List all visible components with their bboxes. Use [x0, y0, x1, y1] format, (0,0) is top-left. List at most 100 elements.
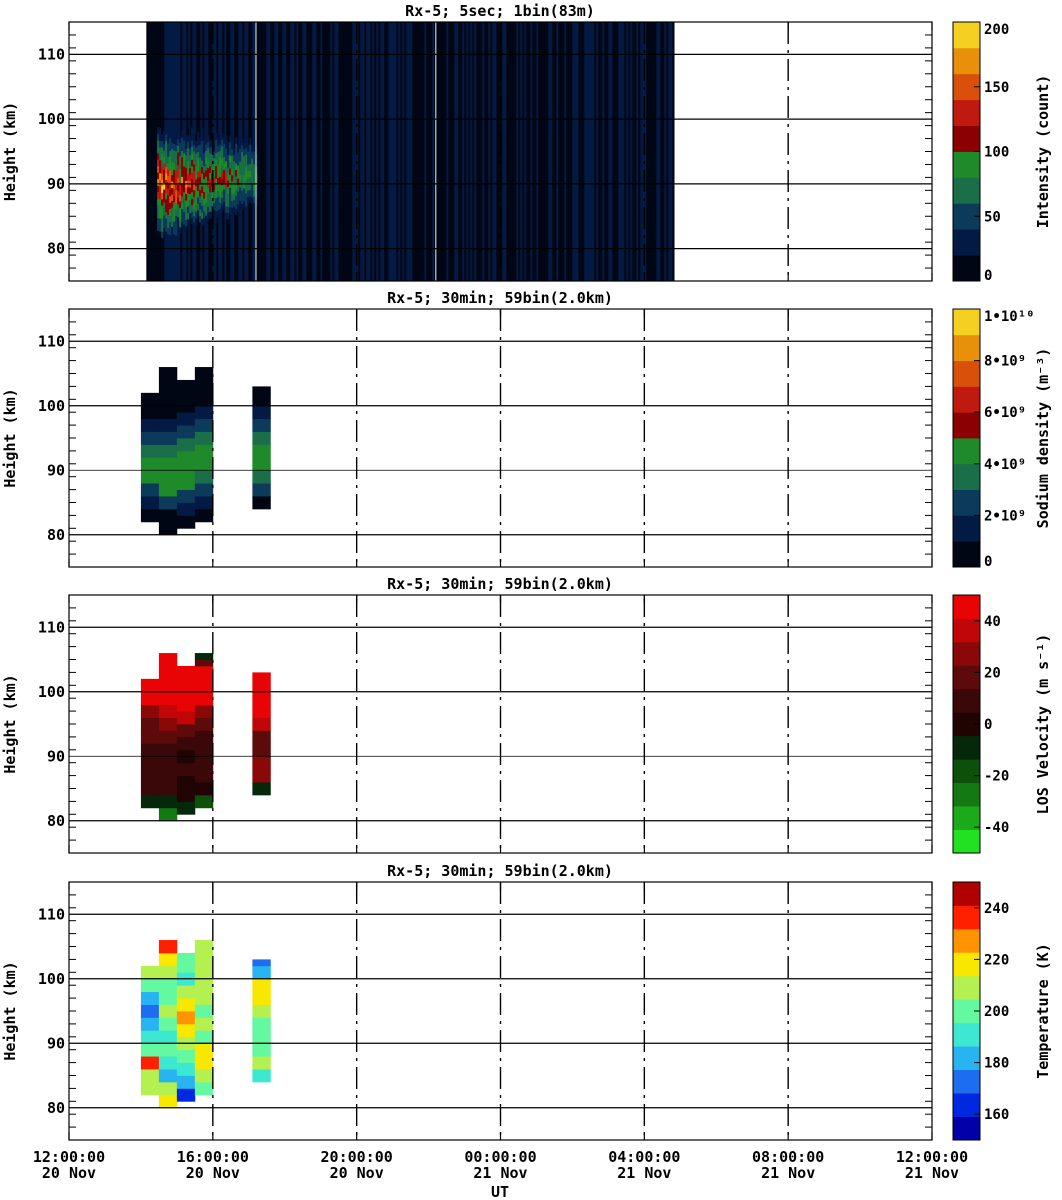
heatmap-cell — [177, 203, 180, 211]
heatmap-cell — [193, 164, 196, 171]
heatmap-cell — [175, 176, 178, 184]
heatmap-cell — [252, 1017, 271, 1031]
colorbar-swatch — [953, 1046, 980, 1071]
heatmap-cell — [161, 179, 164, 187]
heatmap-cell — [187, 141, 190, 149]
heatmap-cell — [392, 22, 395, 281]
heatmap-cell — [193, 144, 196, 152]
heatmap-cell — [201, 179, 204, 187]
y-axis-label: Height (km) — [1, 674, 19, 773]
heatmap-cell — [187, 160, 190, 168]
colorbar-swatch — [953, 99, 980, 126]
heatmap-cell — [191, 153, 194, 160]
heatmap-cell — [221, 152, 224, 160]
heatmap-cell — [158, 978, 178, 993]
heatmap-cell — [233, 199, 236, 207]
heatmap-cell — [245, 199, 248, 207]
heatmap-cell — [374, 22, 377, 281]
heatmap-cell — [183, 185, 186, 193]
heatmap-cell — [201, 134, 204, 142]
heatmap-cell — [227, 167, 230, 175]
heatmap-cell — [163, 150, 166, 158]
heatmap-cell — [251, 151, 254, 159]
heatmap-cell — [163, 215, 166, 222]
heatmap-cell — [260, 22, 263, 281]
y-tick-label: 110 — [38, 332, 65, 350]
heatmap-cell — [183, 192, 186, 199]
heatmap-cell — [189, 187, 192, 194]
panel-los-velocity: Rx-5; 30min; 59bin(2.0km) Height (km) 80 90… — [1, 575, 1052, 854]
colorbar-swatch — [953, 975, 980, 1000]
heatmap-cell — [418, 22, 421, 281]
heatmap-cell — [338, 22, 341, 281]
heatmap-cell — [582, 22, 585, 281]
heatmap-cell — [612, 22, 615, 281]
heatmap-cell — [506, 22, 509, 281]
x-tick-label-time: 08:00:00 — [752, 1148, 824, 1166]
heatmap-cell — [169, 150, 172, 158]
heatmap-cell — [658, 22, 661, 281]
heatmap-cell — [173, 156, 176, 164]
heatmap-cell — [235, 202, 238, 209]
heatmap-cell — [294, 22, 297, 281]
heatmap-cell — [516, 22, 519, 281]
heatmap-cell — [252, 392, 271, 407]
heatmap-cell — [215, 146, 218, 153]
heatmap-cell — [197, 203, 200, 211]
heatmap-cell — [252, 704, 271, 718]
colorbar-swatch — [953, 334, 980, 361]
heatmap-cell — [159, 160, 162, 167]
heatmap-cell — [247, 151, 250, 159]
heatmap-cell — [181, 150, 184, 158]
heatmap-cell — [510, 22, 513, 281]
heatmap-cell — [235, 150, 238, 158]
heatmap-cell — [376, 22, 379, 281]
colorbar-label: Temperature (K) — [1034, 943, 1052, 1078]
heatmap-cell — [158, 444, 178, 458]
heatmap-cell — [173, 189, 176, 196]
heatmap-cell — [235, 182, 238, 190]
heatmap-cell — [237, 184, 240, 192]
heatmap-cell — [194, 965, 214, 980]
heatmap-cell — [620, 22, 623, 281]
heatmap-cell — [194, 678, 214, 693]
heatmap-cell — [185, 213, 188, 220]
heatmap-cell — [187, 199, 190, 207]
heatmap-cell — [183, 133, 186, 141]
heatmap-cell — [177, 191, 180, 198]
heatmap-cell — [266, 22, 269, 281]
heatmap-cell — [239, 148, 242, 156]
heatmap-cell — [422, 22, 425, 281]
heatmap-cell — [163, 143, 166, 151]
heatmap-cell — [205, 182, 208, 190]
heatmap-cell — [227, 193, 230, 201]
heatmap-cell — [159, 224, 162, 232]
heatmap-cell — [187, 212, 190, 220]
heatmap-cell — [578, 22, 581, 281]
heatmap-cell — [249, 170, 252, 178]
heatmap-cell — [245, 186, 248, 194]
heatmap-cell — [158, 496, 178, 510]
heatmap-cell — [231, 168, 234, 176]
heatmap-cell — [252, 782, 271, 796]
heatmap-cell — [594, 22, 597, 281]
heatmap-cell — [193, 209, 196, 217]
heatmap-cell — [201, 153, 204, 161]
heatmap-cell — [229, 161, 232, 169]
heatmap-cell — [241, 184, 244, 191]
colorbar-tick-label: 180 — [984, 1056, 1009, 1072]
heatmap-cell — [195, 211, 198, 219]
heatmap-cell — [235, 176, 238, 183]
colorbar-swatch — [953, 641, 980, 666]
heatmap-cell — [223, 202, 226, 209]
heatmap-cell — [194, 1017, 214, 1031]
heatmap-cell — [158, 392, 178, 407]
heatmap-cell — [400, 22, 403, 281]
colorbar-swatch — [953, 541, 980, 568]
heatmap-cell — [175, 222, 178, 229]
heatmap-cell — [231, 149, 234, 156]
heatmap-cell — [229, 168, 232, 175]
heatmap-cell — [530, 22, 533, 281]
heatmap-cell — [456, 22, 459, 281]
heatmap-cell — [140, 470, 160, 484]
